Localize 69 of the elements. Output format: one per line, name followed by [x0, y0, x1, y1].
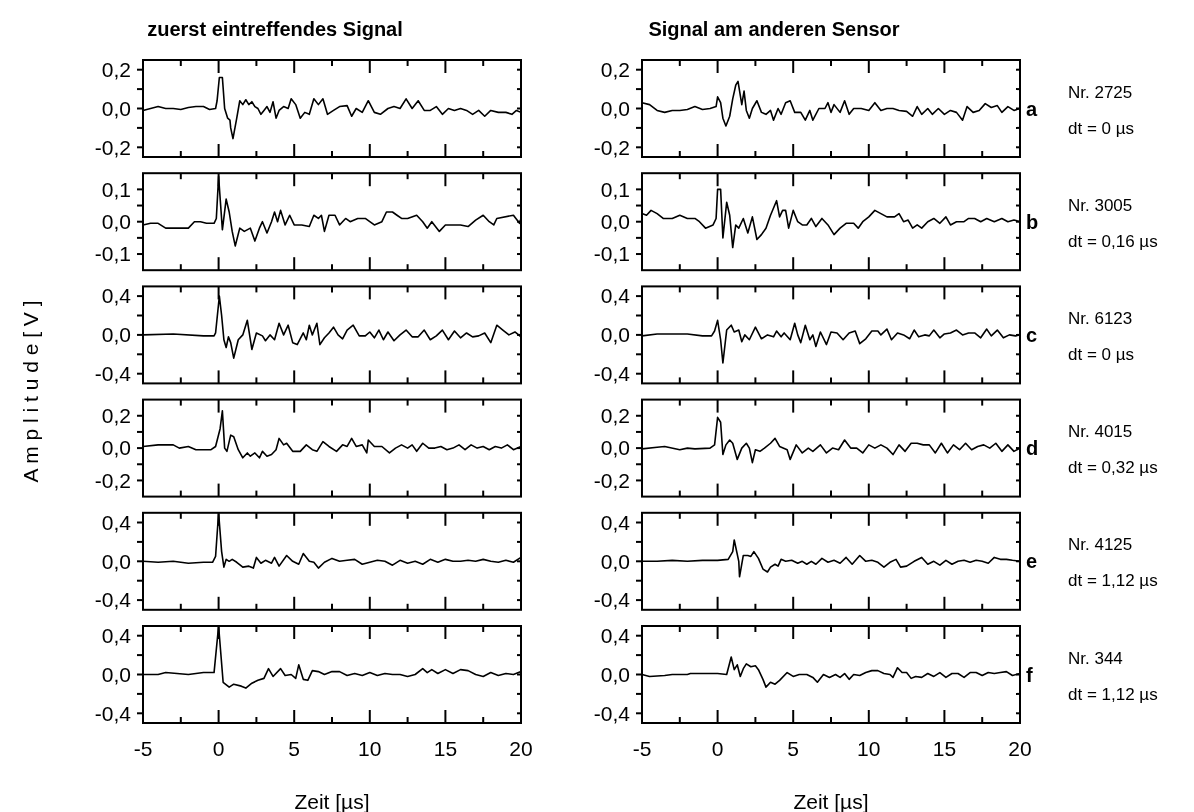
y-tick-label: 0,2	[600, 404, 630, 428]
y-tick-label: 0,0	[600, 323, 630, 347]
y-tick-label: -0,2	[94, 135, 131, 159]
y-tick-label: 0,0	[101, 210, 131, 234]
text: Nr. 6123	[1068, 308, 1133, 328]
text: Nr. 4125	[1068, 535, 1133, 555]
y-tick-label: -0,4	[94, 701, 132, 725]
y-tick-label: 0,0	[101, 436, 131, 460]
y-tick-label: -0,4	[593, 362, 631, 386]
text: dt = 0 µs	[1068, 118, 1135, 138]
y-tick-label: 0,1	[101, 177, 131, 201]
x-tick-label: -5	[133, 737, 153, 760]
text: Nr. 2725	[1068, 82, 1133, 102]
y-tick-label: 0,0	[600, 436, 630, 460]
x-tick-label: 15	[433, 737, 458, 760]
text: f	[1026, 663, 1033, 686]
y-tick-label: -0,2	[593, 135, 630, 159]
y-tick-label: 0,0	[600, 96, 630, 120]
y-tick-label: 0,4	[600, 510, 631, 534]
text: e	[1026, 550, 1038, 573]
x-tick-label: 20	[509, 737, 533, 760]
y-tick-label: -0,2	[593, 468, 630, 492]
y-tick-label: -0,1	[94, 242, 131, 266]
text: dt = 0,16 µs	[1068, 231, 1158, 251]
text: a	[1026, 97, 1038, 120]
text: d	[1026, 437, 1039, 460]
y-tick-label: 0,4	[101, 510, 132, 534]
y-tick-label: 0,2	[101, 404, 131, 428]
y-tick-label: 0,1	[600, 177, 630, 201]
y-tick-label: 0,2	[600, 58, 630, 82]
y-axis-title: A m p l i t u d e [ V ]	[19, 300, 42, 483]
y-tick-label: -0,4	[94, 588, 132, 612]
text: Nr. 344	[1068, 648, 1123, 668]
y-tick-label: 0,2	[101, 58, 131, 82]
y-tick-label: 0,0	[101, 323, 131, 347]
y-tick-label: 0,0	[101, 662, 131, 686]
y-tick-label: 0,0	[101, 96, 131, 120]
x-tick-label: 5	[787, 737, 800, 760]
text: dt = 0 µs	[1068, 344, 1135, 364]
y-tick-label: -0,4	[593, 701, 631, 725]
y-tick-label: -0,4	[94, 362, 132, 386]
text: b	[1026, 210, 1039, 233]
y-tick-label: 0,0	[600, 210, 630, 234]
y-tick-label: -0,4	[593, 588, 631, 612]
text: dt = 1,12 µs	[1068, 571, 1158, 591]
text: Nr. 4015	[1068, 422, 1133, 442]
text: c	[1026, 323, 1038, 346]
y-tick-label: 0,4	[101, 624, 132, 648]
y-tick-label: -0,2	[94, 468, 131, 492]
y-tick-label: 0,0	[600, 549, 630, 573]
y-tick-label: 0,0	[101, 549, 131, 573]
text: Nr. 3005	[1068, 195, 1133, 215]
chart-title: Signal am anderen Sensor	[648, 18, 900, 40]
y-tick-label: 0,0	[600, 662, 630, 686]
x-tick-label: 20	[1008, 737, 1032, 760]
x-tick-label: -5	[632, 737, 652, 760]
chart-title: zuerst eintreffendes Signal	[147, 18, 403, 40]
x-tick-label: 10	[857, 737, 881, 760]
y-tick-label: 0,4	[101, 284, 132, 308]
text: dt = 0,32 µs	[1068, 458, 1158, 478]
x-tick-label: 0	[711, 737, 724, 760]
x-tick-label: 10	[358, 737, 382, 760]
x-tick-label: 0	[212, 737, 225, 760]
y-tick-label: 0,4	[600, 284, 631, 308]
y-tick-label: -0,1	[593, 242, 630, 266]
x-tick-label: 15	[932, 737, 957, 760]
text: dt = 1,12 µs	[1068, 684, 1158, 704]
y-tick-label: 0,4	[600, 624, 631, 648]
x-tick-label: 5	[288, 737, 301, 760]
